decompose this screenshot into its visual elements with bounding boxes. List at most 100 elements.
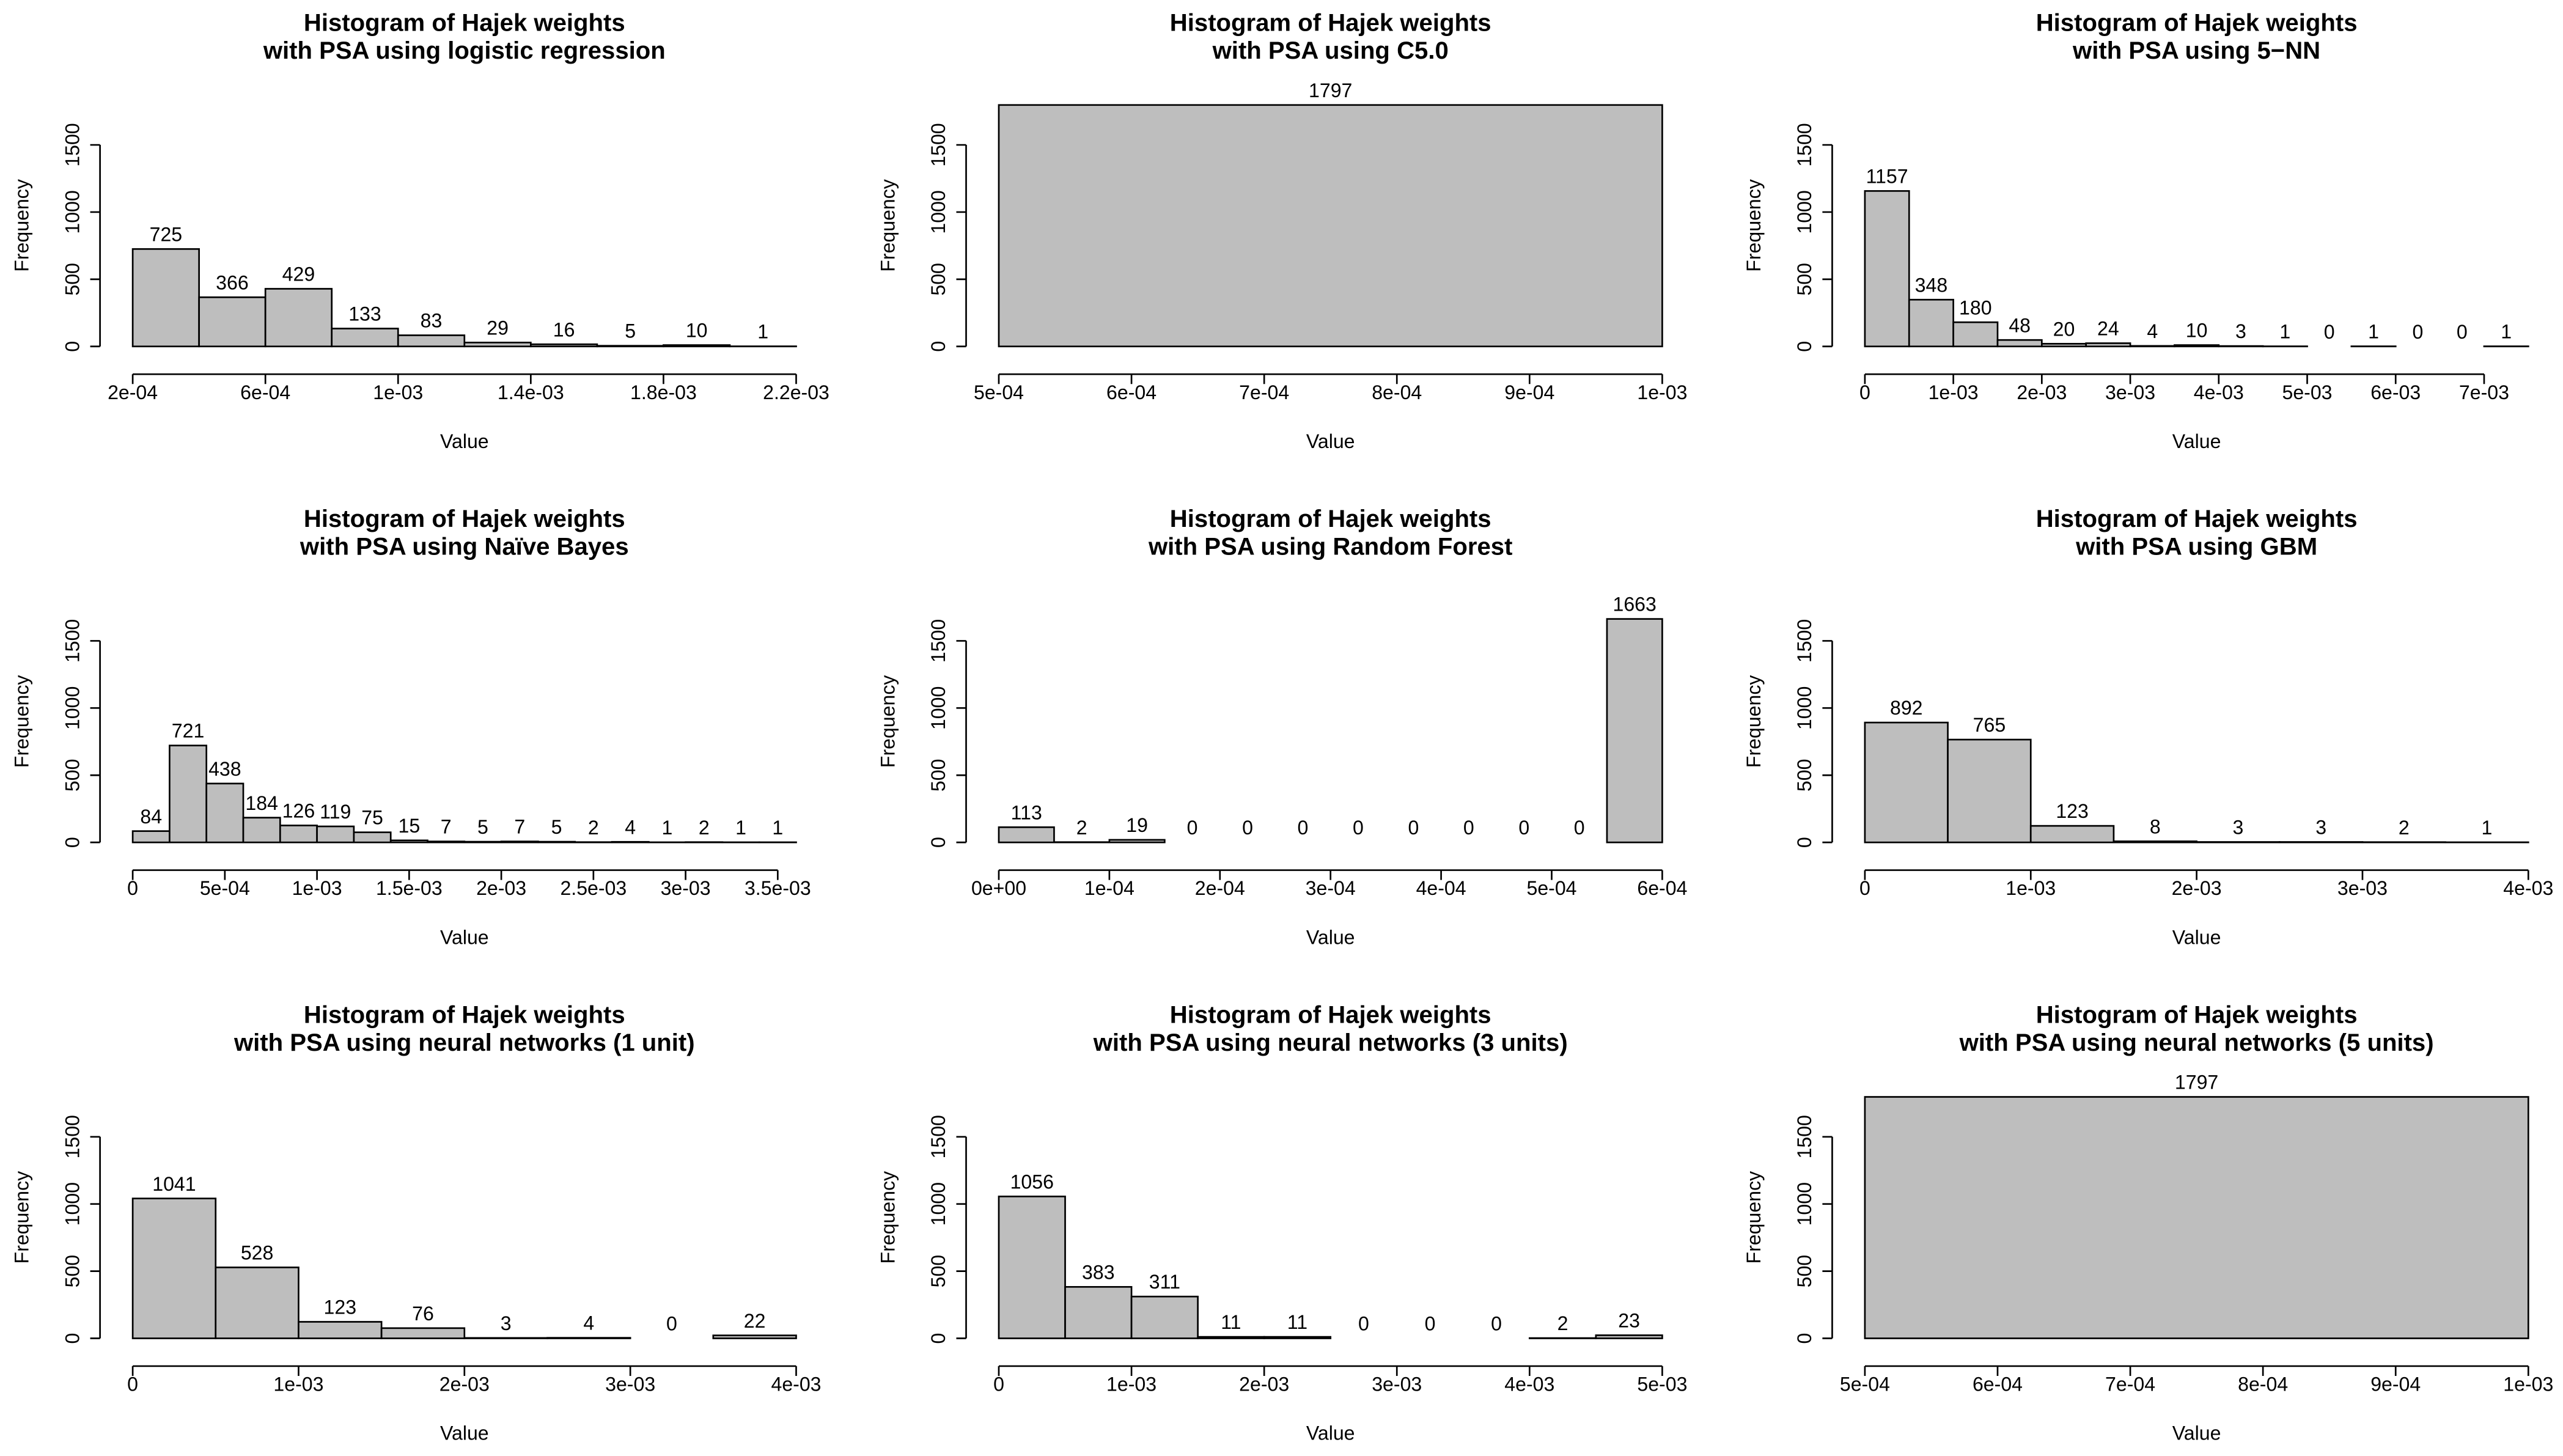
bar-value-label: 1 — [757, 321, 768, 343]
bar — [1908, 298, 1954, 348]
chart-title: Histogram of Hajek weights — [304, 10, 625, 37]
x-tick-label: 6e-03 — [2370, 381, 2421, 403]
chart-subtitle: with PSA using neural networks (1 unit) — [234, 1029, 695, 1056]
x-tick-label: 8e-04 — [1372, 381, 1422, 403]
bar — [2085, 342, 2131, 348]
bar-value-label: 119 — [320, 801, 351, 823]
bar — [712, 1334, 797, 1339]
bar-value-label: 1797 — [2175, 1072, 2218, 1094]
chart-subtitle: with PSA using C5.0 — [1212, 37, 1449, 64]
bar — [998, 104, 1663, 348]
bar-value-label: 11 — [1287, 1311, 1307, 1333]
bar — [397, 334, 466, 348]
bar — [380, 1327, 466, 1339]
x-tick-label: 6e-04 — [240, 381, 290, 403]
y-axis-label: Frequency — [1743, 675, 1765, 768]
x-tick-label: 1.8e-03 — [630, 381, 697, 403]
bar-value-label: 0 — [1353, 817, 1364, 839]
y-tick-label: 500 — [61, 263, 83, 296]
bar — [1864, 190, 1910, 348]
bar — [131, 248, 200, 348]
bar-value-label: 1663 — [1612, 594, 1656, 616]
bar — [316, 825, 355, 844]
bar-value-label: 22 — [744, 1310, 766, 1332]
x-axis-label: Value — [440, 1422, 489, 1444]
x-axis-label: Value — [1306, 926, 1355, 948]
y-axis-label: Frequency — [10, 675, 32, 768]
bar-value-label: 29 — [487, 317, 509, 339]
x-axis-label: Value — [440, 430, 489, 452]
bar — [1996, 339, 2043, 348]
bar-value-label: 765 — [1973, 714, 2006, 736]
x-tick-label: 8e-04 — [2238, 1373, 2288, 1395]
bar — [463, 1337, 548, 1339]
y-tick-label: 1000 — [61, 190, 83, 233]
bar — [998, 826, 1055, 844]
bar-value-label: 429 — [282, 263, 315, 285]
bar — [2129, 345, 2175, 348]
x-tick-label: 6e-04 — [1637, 877, 1687, 899]
bar — [279, 825, 318, 844]
bar-value-label: 83 — [421, 310, 443, 332]
bar-value-label: 15 — [399, 815, 421, 837]
bar — [2174, 344, 2220, 348]
bar — [1947, 738, 2032, 844]
y-tick-label: 1000 — [927, 686, 949, 730]
bar-value-label: 0 — [2457, 321, 2468, 343]
bar — [2041, 343, 2087, 348]
bar — [463, 342, 532, 348]
bar-value-label: 1 — [2368, 321, 2379, 343]
x-tick-label: 0e+00 — [971, 877, 1026, 899]
x-tick-label: 0 — [1859, 381, 1870, 403]
bar — [264, 288, 333, 348]
y-tick-label: 1000 — [927, 1182, 949, 1226]
x-tick-label: 2e-03 — [2017, 381, 2067, 403]
y-tick-label: 1500 — [61, 619, 83, 663]
bar-value-label: 10 — [686, 320, 708, 342]
y-tick-label: 0 — [1793, 341, 1815, 352]
x-tick-label: 2.5e-03 — [560, 877, 627, 899]
chart-subtitle: with PSA using neural networks (5 units) — [1959, 1029, 2434, 1056]
bar-value-label: 16 — [553, 318, 575, 340]
bar-value-label: 0 — [1491, 1313, 1502, 1335]
chart-subtitle: with PSA using GBM — [2075, 534, 2317, 561]
bar-value-label: 0 — [1408, 817, 1419, 839]
y-tick-label: 0 — [61, 1333, 83, 1344]
y-tick-label: 1000 — [927, 190, 949, 233]
bar-value-label: 23 — [1618, 1310, 1640, 1332]
bar-value-label: 24 — [2097, 318, 2119, 340]
x-tick-label: 1e-04 — [1084, 877, 1134, 899]
x-tick-label: 7e-04 — [2105, 1373, 2155, 1395]
bar — [1130, 1295, 1199, 1339]
bar-value-label: 348 — [1915, 274, 1948, 296]
x-axis-label: Value — [440, 926, 489, 948]
y-tick-label: 0 — [927, 1333, 949, 1344]
bar-value-label: 0 — [1425, 1313, 1436, 1335]
bar-value-label: 184 — [245, 792, 278, 814]
x-tick-label: 6e-04 — [1106, 381, 1156, 403]
bar-value-label: 3 — [2235, 320, 2246, 342]
x-tick-label: 7e-03 — [2459, 381, 2509, 403]
bar-value-label: 133 — [348, 303, 381, 325]
bar-value-label: 438 — [208, 758, 241, 780]
x-tick-label: 1e-03 — [2006, 877, 2056, 899]
bar-value-label: 1 — [2279, 321, 2290, 343]
bar — [1595, 1334, 1663, 1339]
bar-value-label: 76 — [412, 1303, 434, 1325]
bar-value-label: 0 — [1358, 1313, 1369, 1335]
y-tick-label: 1500 — [1793, 123, 1815, 166]
y-tick-label: 0 — [61, 837, 83, 848]
x-axis-label: Value — [1306, 1422, 1355, 1444]
bar-value-label: 180 — [1959, 296, 1992, 318]
x-tick-label: 3e-04 — [1306, 877, 1356, 899]
bar-value-label: 5 — [551, 816, 562, 838]
y-tick-label: 0 — [61, 341, 83, 352]
x-tick-label: 9e-04 — [2370, 1373, 2421, 1395]
y-tick-label: 500 — [927, 759, 949, 792]
chart-subtitle: with PSA using neural networks (3 units) — [1093, 1029, 1568, 1056]
y-axis-label: Frequency — [1743, 1171, 1765, 1264]
y-tick-label: 1000 — [1793, 686, 1815, 730]
